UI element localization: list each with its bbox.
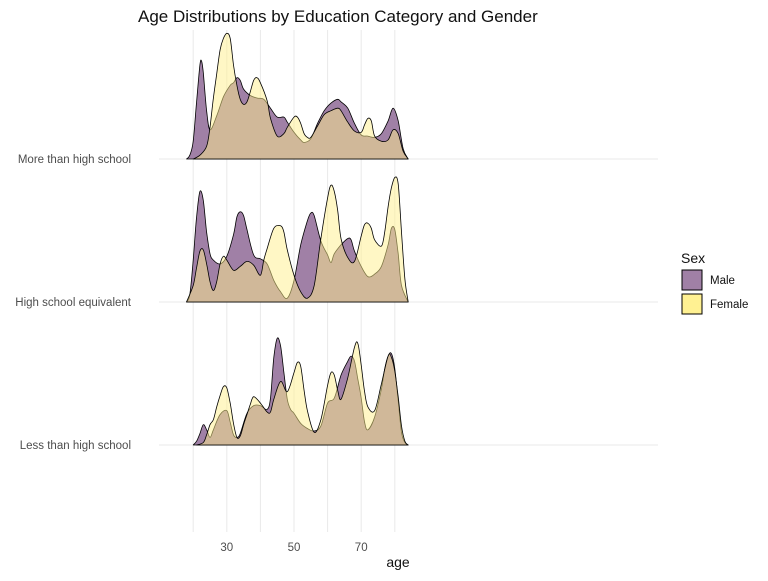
density-female-1 (186, 176, 409, 303)
y-tick-labels: More than high school High school equival… (15, 154, 132, 452)
y-tick-label: High school equivalent (15, 297, 132, 309)
legend-items: Male Female (681, 269, 748, 315)
ridge-1 (186, 176, 409, 303)
legend-key-male (681, 269, 703, 291)
x-tick-label: 50 (288, 542, 301, 554)
legend-key-female (681, 293, 703, 315)
chart-title: Age Distributions by Education Category … (138, 7, 538, 26)
density-female-0 (192, 32, 409, 160)
x-tick-label: 70 (355, 542, 368, 554)
y-tick-label: More than high school (18, 154, 131, 166)
legend-label-female: Female (710, 299, 748, 311)
x-tick-label: 30 (220, 542, 233, 554)
legend-label-male: Male (710, 275, 735, 287)
ridge-2 (192, 337, 409, 446)
x-tick-labels: 30 50 70 (220, 542, 367, 554)
y-tick-label: Less than high school (20, 440, 131, 452)
density-female-2 (196, 341, 409, 446)
ridges (186, 32, 409, 446)
legend-title: Sex (681, 250, 705, 266)
ridge-0 (186, 32, 409, 160)
legend: Sex Male Female (681, 250, 748, 315)
x-axis-title: age (386, 554, 410, 570)
